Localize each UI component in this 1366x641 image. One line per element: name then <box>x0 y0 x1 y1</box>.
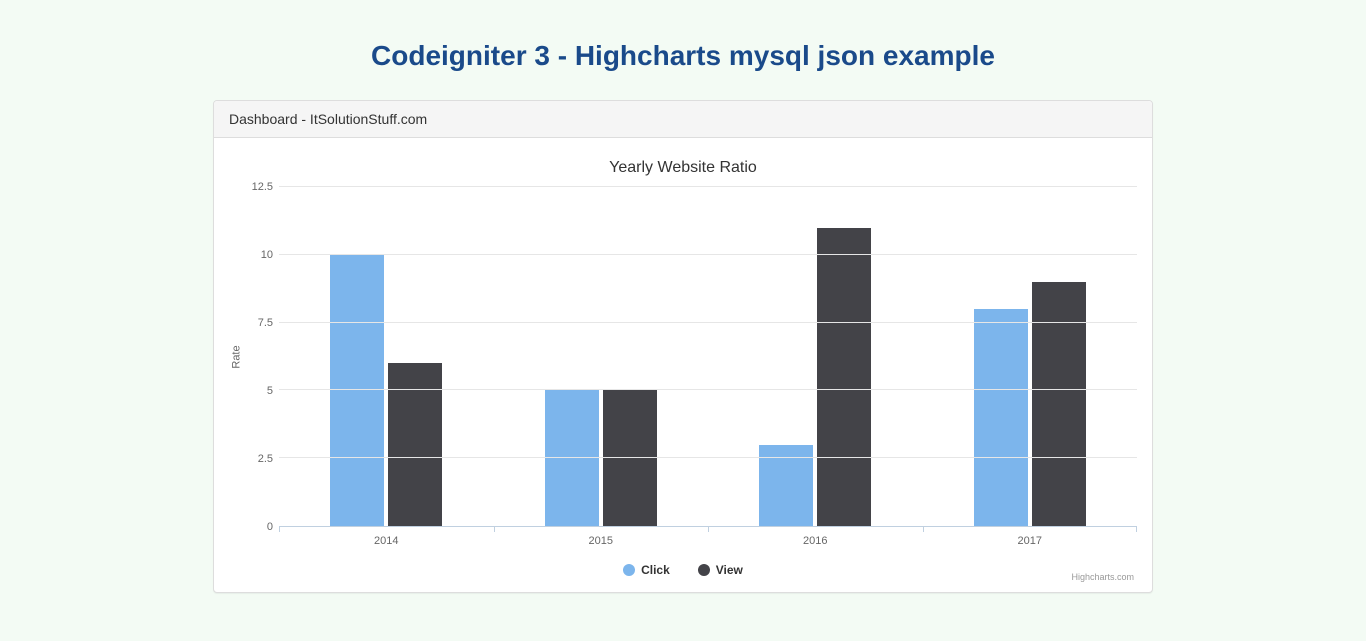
bar[interactable] <box>388 363 442 526</box>
x-tick <box>279 526 280 532</box>
bar-groups <box>279 187 1137 526</box>
bar[interactable] <box>330 255 384 526</box>
chart-area: Rate 02.557.51012.5 <box>229 187 1137 527</box>
x-tick <box>1136 526 1137 532</box>
bar[interactable] <box>974 309 1028 526</box>
chart-legend: Click View <box>229 563 1137 577</box>
x-tick <box>708 526 709 532</box>
x-tick-label: 2014 <box>279 535 494 547</box>
y-tick-label: 2.5 <box>258 453 273 465</box>
chart-title: Yearly Website Ratio <box>229 159 1137 177</box>
y-tick-label: 5 <box>267 385 273 397</box>
gridline <box>279 457 1137 458</box>
y-tick-label: 7.5 <box>258 317 273 329</box>
y-tick-label: 10 <box>261 249 273 261</box>
gridline <box>279 389 1137 390</box>
legend-swatch-icon <box>623 564 635 576</box>
gridline <box>279 322 1137 323</box>
x-tick <box>494 526 495 532</box>
bar[interactable] <box>603 390 657 526</box>
legend-label: View <box>716 563 743 577</box>
x-tick <box>923 526 924 532</box>
x-axis-labels: 2014201520162017 <box>279 535 1137 547</box>
x-tick-label: 2015 <box>494 535 709 547</box>
bar-group <box>923 187 1138 526</box>
panel-body: Yearly Website Ratio Rate 02.557.51012.5… <box>214 138 1152 592</box>
x-tick-label: 2016 <box>708 535 923 547</box>
bar-group <box>708 187 923 526</box>
legend-item[interactable]: Click <box>623 563 670 577</box>
gridline <box>279 254 1137 255</box>
dashboard-panel: Dashboard - ItSolutionStuff.com Yearly W… <box>213 100 1153 593</box>
legend-label: Click <box>641 563 670 577</box>
legend-swatch-icon <box>698 564 710 576</box>
gridline <box>279 186 1137 187</box>
y-tick-label: 0 <box>267 521 273 533</box>
bar[interactable] <box>1032 282 1086 526</box>
y-tick-label: 12.5 <box>252 181 273 193</box>
bar-group <box>494 187 709 526</box>
y-axis: 02.557.51012.5 <box>229 187 279 527</box>
panel-header: Dashboard - ItSolutionStuff.com <box>214 101 1152 138</box>
bar[interactable] <box>817 228 871 526</box>
legend-item[interactable]: View <box>698 563 743 577</box>
plot-area <box>279 187 1137 527</box>
bar[interactable] <box>545 390 599 526</box>
page-title: Codeigniter 3 - Highcharts mysql json ex… <box>0 0 1366 100</box>
x-tick-label: 2017 <box>923 535 1138 547</box>
bar-group <box>279 187 494 526</box>
chart-credits: Highcharts.com <box>1071 572 1134 582</box>
